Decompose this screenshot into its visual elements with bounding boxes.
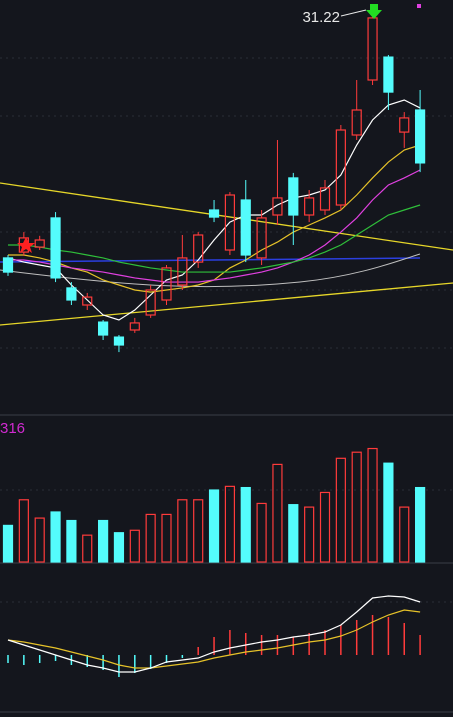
candle-body <box>193 234 204 263</box>
reference-line <box>0 257 421 263</box>
volume-bar <box>145 513 156 563</box>
volume-bar <box>193 499 204 563</box>
ma-line <box>7 99 421 321</box>
volume-bar <box>161 513 172 563</box>
candle-body <box>304 197 315 216</box>
candle-body <box>288 177 299 216</box>
volume-bar <box>335 457 346 563</box>
dea-line <box>7 609 421 669</box>
volume-bar <box>399 506 410 563</box>
candle-body <box>208 209 220 218</box>
volume-label: 316 <box>0 420 25 437</box>
candle-body <box>129 322 140 331</box>
ma-line <box>8 204 421 273</box>
candle-body <box>177 257 188 286</box>
candle-body <box>367 17 378 81</box>
high-label: 31.22 <box>302 9 340 26</box>
volume-bar <box>97 519 109 563</box>
candle-body <box>256 217 267 259</box>
signal-arrow <box>366 4 382 19</box>
candle-body <box>319 187 331 211</box>
volume-bar <box>351 451 362 563</box>
candle-body <box>240 199 251 256</box>
candle-body <box>50 217 61 279</box>
candle-body <box>224 194 235 251</box>
candle-body <box>97 321 109 336</box>
volume-bar <box>367 447 378 563</box>
volume-bar <box>415 486 426 563</box>
volume-bar <box>272 463 283 563</box>
candle-body <box>113 336 125 346</box>
dif-line <box>7 595 421 673</box>
candle-body <box>335 129 346 206</box>
signal-dot <box>417 4 421 8</box>
volume-bar <box>82 534 93 563</box>
candle-body <box>272 197 283 216</box>
ma-line <box>8 169 421 283</box>
candle-body <box>82 296 93 306</box>
volume-bar <box>113 532 125 563</box>
reference-line <box>0 253 421 288</box>
trend-line <box>0 182 453 251</box>
volume-bar <box>18 499 29 563</box>
volume-bar <box>66 519 77 563</box>
candle-body <box>415 109 426 164</box>
volume-bar <box>2 524 14 563</box>
candle-body <box>34 239 45 248</box>
volume-bar <box>129 529 140 563</box>
candle-body <box>2 257 14 273</box>
trend-line <box>0 282 453 326</box>
candle-body <box>383 56 394 93</box>
volume-bar <box>240 486 251 563</box>
volume-bar <box>319 491 331 563</box>
plot <box>2 7 426 677</box>
volume-bar <box>288 504 299 563</box>
signal-star <box>17 237 35 253</box>
high-pointer <box>340 9 367 17</box>
volume-bar <box>208 489 220 563</box>
candle-body <box>351 109 362 136</box>
volume-bar <box>224 485 235 563</box>
candle-body <box>161 267 172 301</box>
candle-body <box>66 287 77 301</box>
volume-bar <box>34 517 45 563</box>
volume-bar <box>383 462 394 563</box>
volume-bar <box>304 506 315 563</box>
candle-body <box>145 289 156 316</box>
candle-body <box>399 117 410 133</box>
volume-bar <box>50 511 61 563</box>
volume-bar <box>256 502 267 563</box>
volume-bar <box>177 499 188 563</box>
